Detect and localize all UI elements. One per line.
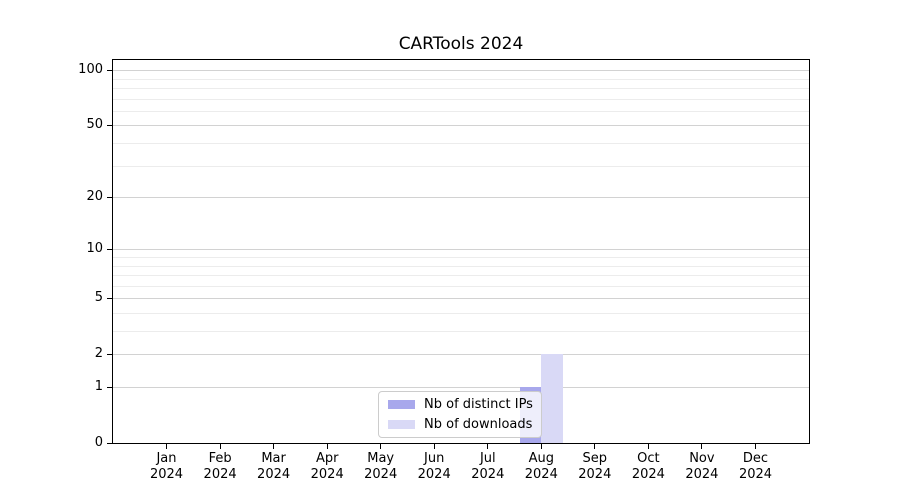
x-tick-mark [755,444,756,449]
legend-swatch-downloads [388,420,415,429]
y-gridline [113,125,809,127]
y-gridline [113,70,809,72]
x-tick-label-line: 2024 [310,467,344,482]
x-tick-mark [487,444,489,449]
chart-title: CARTools 2024 [398,34,524,54]
x-tick-mark [594,444,596,449]
x-tick-mark [701,444,703,449]
x-tick-label-line: 2024 [417,467,451,482]
y-tick-mark [107,69,112,71]
y-tick-label: 20 [86,189,103,204]
x-tick-label-line: Nov [689,451,715,466]
legend-swatch-distinct-ips [388,400,415,409]
y-gridline-minor [113,265,809,267]
y-gridline [113,249,809,251]
x-tick-mark [273,444,275,449]
x-tick-label: Sep 2024 [550,451,640,483]
y-gridline-minor [113,165,809,167]
y-tick-mark [107,353,112,355]
y-gridline [113,197,809,198]
y-gridline-minor [113,313,809,314]
y-gridline [113,298,809,300]
x-tick-label-line: Jul [479,451,496,466]
x-tick-label: Feb 2024 [175,451,265,483]
x-tick-label-line: 2024 [149,467,184,482]
x-tick-label-line: Apr [315,451,339,466]
x-tick-label-line: 2024 [578,467,612,482]
legend-item: Nb of distinct IPs [388,396,533,413]
x-tick-label: Mar 2024 [229,451,319,483]
y-gridline-minor [113,331,809,332]
x-tick-mark [166,444,167,449]
x-tick-label-line: Jun [424,451,445,466]
y-gridline-minor [113,88,809,89]
x-tick-mark [647,444,649,449]
y-tick-mark [107,124,112,126]
y-tick-label: 5 [94,290,103,306]
x-tick-label-line: Jan [156,451,177,466]
x-tick-label-line: 2024 [364,467,398,482]
plot-area [112,59,810,444]
y-tick-label: 50 [86,117,103,133]
y-tick-label: 1 [94,379,103,394]
y-tick-mark [107,196,112,198]
x-tick-label-line: Oct [637,451,660,466]
y-gridline-minor [113,98,809,100]
y-tick-label: 0 [94,435,103,450]
y-gridline-minor [113,78,809,80]
bar-nb-of-downloads [541,354,563,443]
x-tick-label: Jul 2024 [443,451,533,483]
y-tick-mark [107,386,112,388]
x-tick-label-line: May [367,451,395,466]
x-tick-label: Oct 2024 [603,451,693,483]
x-tick-label-line: 2024 [631,467,665,482]
y-tick-mark [107,248,112,250]
x-tick-label: Jun 2024 [389,451,479,483]
y-gridline [113,387,809,388]
x-tick-label: Aug 2024 [496,451,586,483]
y-gridline-minor [113,257,809,258]
y-tick-mark [107,297,112,299]
x-tick-label-line: 2024 [471,467,505,482]
x-tick-label: Nov 2024 [657,451,747,483]
legend: Nb of distinct IPs Nb of downloads [378,391,542,438]
y-gridline-minor [113,275,809,276]
y-gridline-minor [113,110,809,112]
y-tick-label: 10 [86,241,103,257]
y-tick-label: 100 [78,62,103,78]
legend-label-distinct-ips: Nb of distinct IPs [424,397,533,412]
x-tick-label-line: 2024 [524,467,558,482]
x-tick-mark [540,444,542,449]
legend-label-downloads: Nb of downloads [424,417,533,432]
x-tick-mark [219,444,221,449]
legend-item: Nb of downloads [388,416,532,433]
x-tick-label-line: 2024 [203,467,237,482]
x-tick-mark [380,444,382,449]
x-tick-mark [326,444,328,449]
y-tick-label: 2 [94,346,103,362]
x-tick-label-line: 2024 [685,467,719,482]
y-gridline-minor [113,143,809,144]
x-tick-label: May 2024 [336,451,426,483]
x-tick-label: Jan 2024 [122,451,212,483]
x-tick-label-line: Sep [582,451,608,466]
x-tick-label-line: Mar [261,451,286,466]
y-gridline-minor [113,285,809,287]
x-tick-label: Apr 2024 [282,451,372,483]
x-tick-label: Dec 2024 [711,451,801,483]
y-tick-mark [107,442,112,444]
x-tick-label-line: Feb [208,451,232,466]
x-tick-label-line: 2024 [257,467,291,482]
x-tick-label-line: Dec [742,451,769,466]
y-gridline [113,354,809,356]
x-tick-label-line: 2024 [738,467,773,482]
x-tick-mark [433,444,435,449]
x-tick-label-line: Aug [528,451,554,466]
